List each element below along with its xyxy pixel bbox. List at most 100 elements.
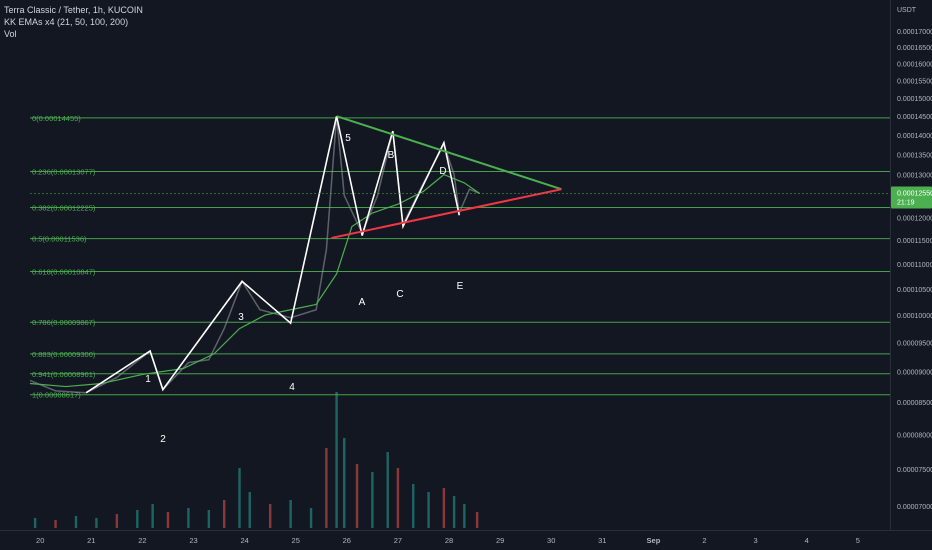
price-tick-label: 0.00010000 [897,313,932,320]
symbol-title[interactable]: Terra Classic / Tether, 1h, KUCOIN [4,5,143,15]
time-tick-label: 31 [598,536,606,545]
volume-bar [463,504,466,528]
volume-bar [248,492,251,528]
volume-bar [396,468,400,528]
wave-label: 3 [238,312,244,323]
volume-bar [309,508,313,528]
fib-level-label: 0.786(0.00009867) [32,318,96,327]
time-tick-label: 27 [394,536,402,545]
price-tick-label: 0.00007000 [897,504,932,511]
ema-line [29,173,481,388]
time-tick-label: 28 [445,536,453,545]
volume-bar [136,510,139,528]
volume-bar [33,518,37,528]
wave-label: 2 [160,434,166,445]
price-tick-label: 0.00015500 [897,78,932,85]
price-series-line [29,116,480,394]
volume-bar [207,510,211,528]
volume-bar [166,512,170,528]
volume-bar [412,484,415,528]
price-tick-label: 0.00014500 [897,114,932,121]
time-tick-label: 22 [138,536,146,545]
price-tick-label: 0.00011000 [897,262,932,269]
price-tick-label: 0.00007500 [897,467,932,474]
time-tick-label: 26 [343,536,351,545]
volume-bar [115,514,119,528]
price-tick-label: 0.00011500 [897,238,932,245]
resistance-trendline[interactable] [336,115,562,191]
time-tick-label: 24 [240,536,248,545]
volume-bar [442,488,446,528]
fib-level-label: 0.941(0.00008961) [32,370,96,379]
volume-bar [268,504,272,528]
volume-bar [74,516,78,528]
fib-level-label: 1(0.00008617) [32,391,81,400]
wave-label: 1 [145,374,151,385]
volume-bar [371,472,374,528]
price-tick-label: 0.00008000 [897,433,932,440]
price-tick-label: 0.00009500 [897,341,932,348]
price-tick-label: 0.00013500 [897,152,932,159]
countdown-text: 21:19 [897,199,915,206]
wave-label: E [457,281,464,292]
volume-bar [289,500,292,528]
time-tick-label: 25 [292,536,300,545]
volume-bar [355,464,359,528]
wave-label: B [388,150,395,161]
fib-level-label: 0.236(0.00013077) [32,167,96,176]
price-tick-label: 0.00012000 [897,215,932,222]
last-price-badge [891,186,932,209]
volume-bar [325,448,328,528]
price-tick-label: 0.00008500 [897,400,932,407]
wave-label: C [396,289,403,300]
price-tick-label: 0.00013000 [897,173,932,180]
volume-bar [427,492,430,528]
time-tick-label: 30 [547,536,555,545]
wave-label: 5 [345,133,351,144]
price-tick-label: 0.00016000 [897,61,932,68]
time-tick-label: 21 [87,536,95,545]
volume-bar [335,392,338,528]
wave-label: 4 [289,382,295,393]
time-tick-label: 29 [496,536,504,545]
elliott-wave-path[interactable] [85,115,461,394]
volume-bar [386,452,389,528]
volume-label[interactable]: Vol [4,29,17,39]
volume-bar [475,512,479,528]
fib-level-label: 0.883(0.00009300) [32,350,96,359]
time-tick-label: 23 [189,536,197,545]
chart-legend: Terra Classic / Tether, 1h, KUCOIN KK EM… [4,4,143,40]
time-tick-label: 20 [36,536,44,545]
volume-bar [187,508,190,528]
support-trendline[interactable] [331,188,562,239]
time-tick-label: 4 [805,536,809,545]
time-tick-label: 2 [702,536,706,545]
price-tick-label: 0.00015000 [897,96,932,103]
price-axis-currency: USDT [897,7,917,14]
fib-level-label: 0(0.00014455) [32,114,81,123]
price-tick-label: 0.00009000 [897,369,932,376]
time-tick-label: Sep [647,536,661,545]
price-tick-label: 0.00016500 [897,45,932,52]
volume-bar [222,500,226,528]
volume-bar [238,468,241,528]
time-tick-label: 5 [856,536,860,545]
volume-bar [151,504,154,528]
volume-bar [54,520,57,528]
price-tick-label: 0.00014000 [897,133,932,140]
price-axis-panel [891,0,932,550]
price-tick-label: 0.00017000 [897,29,932,36]
volume-bar [343,438,346,528]
fib-level-label: 0.618(0.00010847) [32,268,96,277]
volume-bar [452,496,456,528]
volume-bar [95,518,98,528]
fib-level-label: 0.382(0.00012225) [32,204,96,213]
time-tick-label: 3 [754,536,758,545]
price-tick-label: 0.00010500 [897,287,932,294]
fib-level-label: 0.5(0.00011536) [32,235,87,244]
wave-label: D [439,166,446,177]
indicator-label[interactable]: KK EMAs x4 (21, 50, 100, 200) [4,17,129,27]
last-price-text: 0.00012550 [897,190,932,197]
wave-label: A [359,297,366,308]
